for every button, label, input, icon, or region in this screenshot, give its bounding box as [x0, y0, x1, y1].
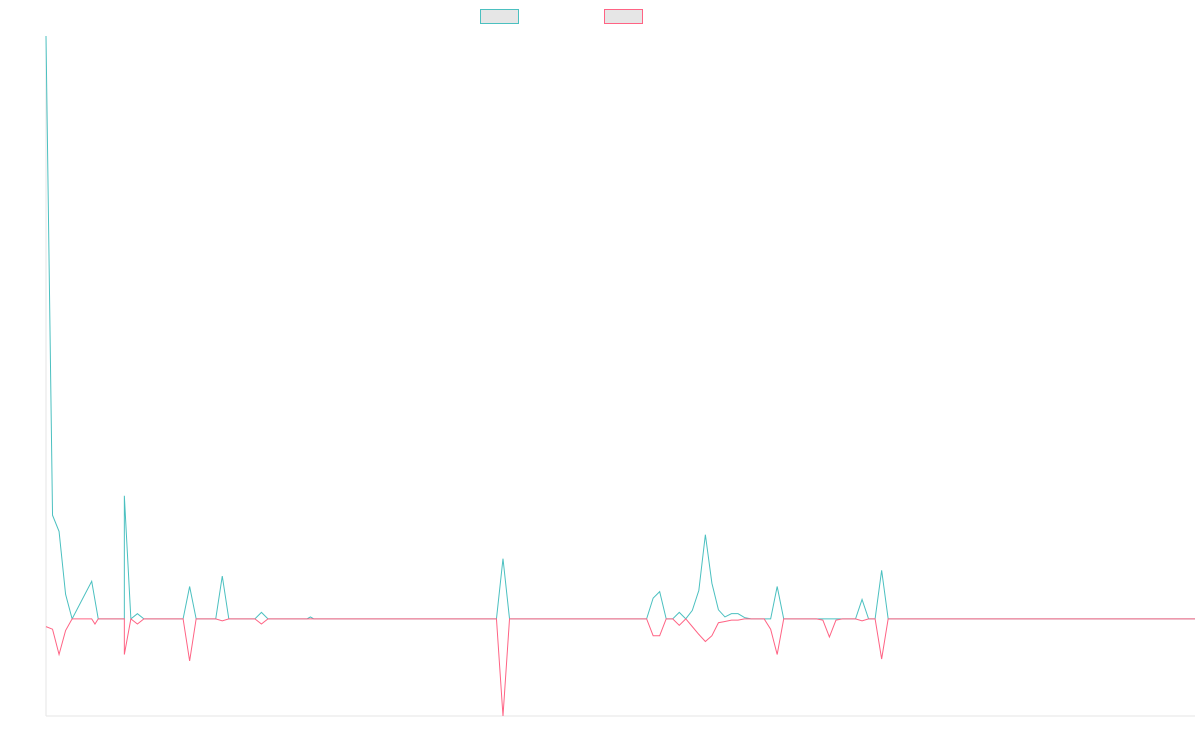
legend: [0, 9, 1200, 27]
series-layer: [45, 35, 1195, 717]
series-line-1: [45, 35, 1195, 621]
series-line-2: [45, 617, 1195, 717]
legend-swatch-series-2: [604, 9, 643, 24]
legend-item-series-1[interactable]: [480, 9, 525, 24]
legend-item-series-2[interactable]: [604, 9, 649, 24]
legend-swatch-series-1: [480, 9, 519, 24]
